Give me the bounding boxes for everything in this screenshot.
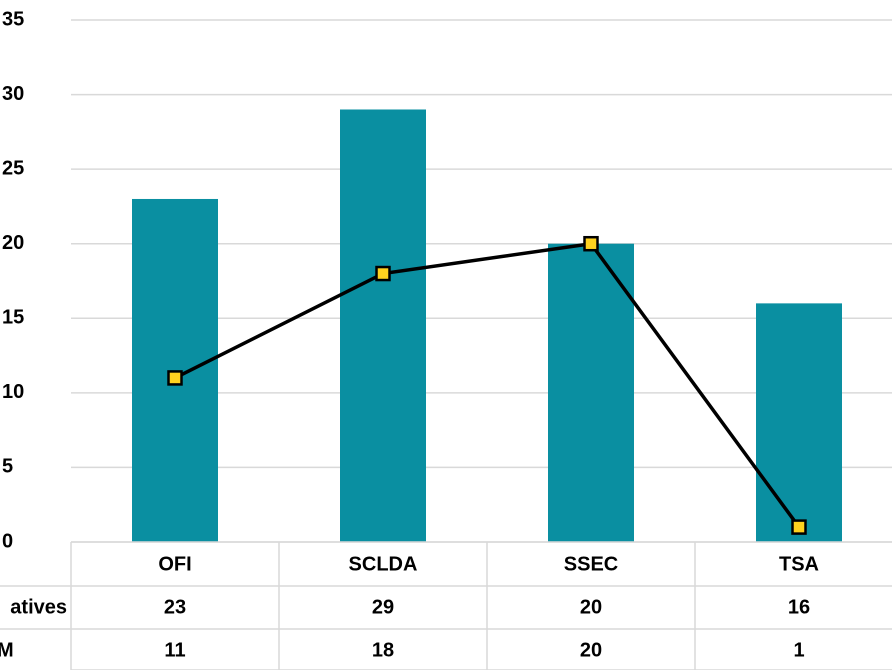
y-tick-label: 25 — [2, 157, 24, 179]
marker — [791, 519, 807, 535]
bar — [756, 303, 842, 542]
y-tick-label: 15 — [2, 307, 24, 329]
series-name: atives — [10, 596, 67, 618]
y-tick-label: 10 — [2, 381, 24, 403]
marker — [375, 265, 391, 282]
bar — [340, 109, 426, 542]
table-value: 23 — [164, 596, 186, 618]
x-tick-label: OFI — [158, 553, 191, 575]
table-value: 18 — [372, 639, 394, 661]
y-tick-label: 5 — [2, 456, 13, 478]
line — [174, 241, 801, 529]
x-tick-label: SSEC — [564, 553, 618, 575]
y-tick-label: 30 — [2, 83, 24, 105]
table-value: 20 — [580, 639, 602, 661]
bar — [548, 243, 634, 542]
table-value: 1 — [793, 639, 804, 661]
marker — [167, 370, 183, 386]
marker — [583, 235, 599, 252]
y-tick-label: 20 — [2, 232, 24, 254]
x-tick-label: SCLDA — [349, 553, 418, 575]
x-tick-label: TSA — [779, 553, 819, 575]
table-value: 20 — [580, 596, 602, 618]
table-value: 29 — [372, 596, 394, 618]
y-tick-label: 35 — [2, 8, 24, 30]
series-name: M — [0, 639, 14, 661]
table-value: 16 — [788, 596, 810, 618]
table-value: 11 — [164, 639, 185, 661]
y-tick-label: 0 — [2, 530, 13, 552]
